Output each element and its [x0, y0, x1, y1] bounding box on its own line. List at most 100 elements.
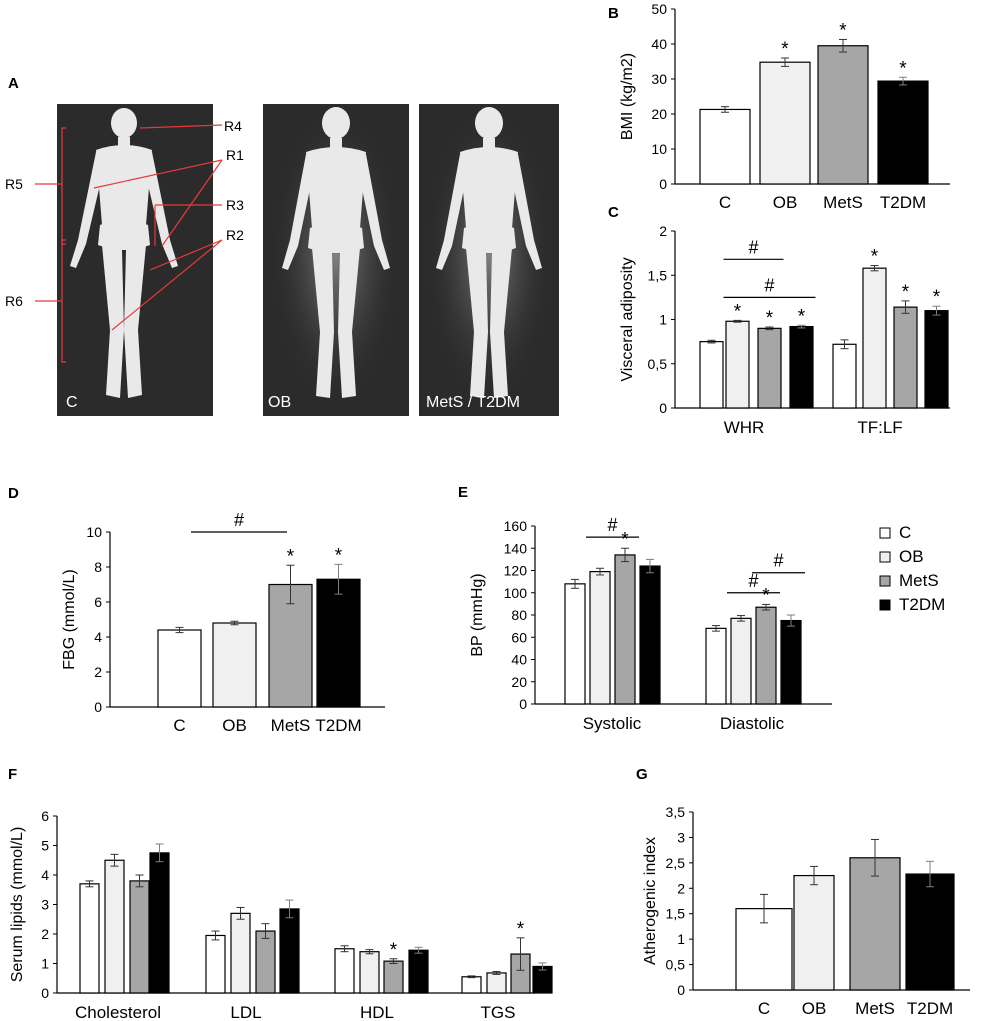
panel-label-f: F — [8, 766, 17, 783]
bar-c — [334, 948, 355, 994]
bar-mets — [893, 306, 918, 409]
y-tick-label: 0 — [659, 176, 667, 192]
y-tick-label: 2 — [659, 223, 667, 239]
scan-label-c: C — [66, 394, 78, 411]
bar-mets — [614, 554, 636, 705]
legend-swatch-mets — [879, 575, 891, 587]
bar-ob — [759, 61, 811, 185]
x-category-label: MetS — [823, 193, 863, 212]
y-tick-label: 20 — [511, 674, 527, 690]
bar-ob — [486, 972, 507, 994]
bar-c — [79, 883, 100, 994]
legend-label-c: C — [899, 523, 911, 542]
panel-b-chart: B 0 10 20 30 40 50 BMI (kg/m2) C * OB * MetS * T2DM — [608, 1, 950, 212]
y-tick-label: 3 — [677, 829, 685, 845]
bar-c — [705, 627, 727, 705]
legend-swatch-t2dm — [879, 599, 891, 611]
legend-swatch-c — [879, 527, 891, 539]
y-tick-label: 20 — [651, 106, 667, 122]
legend-label-t2dm: T2DM — [899, 595, 945, 614]
bar-ob — [730, 617, 752, 705]
scan-ob-image: OB — [263, 104, 409, 416]
x-category-label: Cholesterol — [75, 1003, 161, 1021]
significance-star: * — [390, 940, 398, 961]
x-category-label: WHR — [724, 418, 765, 437]
hash-marker: # — [234, 510, 244, 530]
x-category-label: TGS — [481, 1003, 516, 1021]
y-tick-label: 80 — [511, 607, 527, 623]
bar-mets — [755, 606, 777, 705]
significance-star: * — [839, 20, 847, 41]
y-tick-label: 6 — [41, 808, 49, 824]
y-axis-title: FBG (mmol/L) — [61, 569, 78, 669]
hash-marker: # — [607, 515, 617, 535]
skeleton-silhouette — [436, 107, 542, 398]
hash-marker: # — [748, 237, 758, 257]
bar-t2dm — [780, 619, 802, 705]
bar-t2dm — [877, 80, 929, 185]
bar-t2dm — [639, 565, 661, 705]
y-axis-title: Atherogenic index — [642, 837, 659, 965]
bar-ob — [230, 912, 251, 994]
bar-mets — [268, 583, 313, 708]
skeleton-silhouette — [282, 107, 390, 398]
x-category-label: T2DM — [315, 716, 361, 735]
skeleton-silhouette — [70, 108, 178, 398]
y-tick-label: 2 — [41, 926, 49, 942]
panel-label-b: B — [608, 5, 619, 22]
bar-t2dm — [408, 949, 429, 994]
bar-ob — [212, 622, 257, 708]
legend-label-ob: OB — [899, 547, 924, 566]
y-tick-label: 0 — [677, 982, 685, 998]
region-label-r1: R1 — [226, 147, 244, 163]
y-tick-label: 40 — [511, 652, 527, 668]
bar-mets — [129, 880, 150, 994]
bar-ob — [359, 951, 380, 994]
y-tick-label: 0 — [659, 400, 667, 416]
hash-marker: # — [773, 551, 783, 571]
y-tick-label: 10 — [651, 141, 667, 157]
y-tick-label: 1,5 — [648, 267, 668, 283]
y-tick-label: 1,5 — [666, 906, 686, 922]
bar-ob — [725, 320, 750, 409]
y-tick-label: 3,5 — [666, 804, 686, 820]
x-category-label: OB — [773, 193, 798, 212]
scan-mets-image: MetS / T2DM — [419, 104, 559, 416]
bar-t2dm — [789, 325, 814, 409]
significance-star: * — [734, 301, 742, 322]
bar-c — [564, 583, 586, 705]
bar-mets — [849, 857, 901, 991]
significance-star: * — [798, 306, 806, 327]
significance-star: * — [871, 247, 879, 268]
significance-star: * — [781, 39, 789, 60]
y-tick-label: 1 — [659, 312, 667, 328]
bar-c — [461, 976, 482, 994]
legend-swatch-ob — [879, 551, 891, 563]
x-category-label: Diastolic — [720, 714, 785, 733]
region-label-r6: R6 — [5, 293, 23, 309]
y-tick-label: 6 — [94, 594, 102, 610]
y-tick-label: 120 — [504, 563, 528, 579]
panel-e-chart: E 0 20 40 60 80 100 120 140 160 BP (mmHg) * Systolic… — [458, 484, 832, 733]
scan-control-image: C — [57, 104, 213, 416]
x-category-label: OB — [802, 999, 827, 1018]
y-tick-label: 2,5 — [666, 855, 686, 871]
y-tick-label: 4 — [94, 629, 102, 645]
y-tick-label: 140 — [504, 540, 528, 556]
significance-star: * — [287, 546, 295, 567]
significance-star: * — [899, 58, 907, 79]
significance-star: * — [621, 529, 629, 550]
panel-label-d: D — [8, 485, 19, 502]
y-tick-label: 10 — [86, 524, 102, 540]
y-tick-label: 2 — [677, 880, 685, 896]
panel-d-chart: D 0 2 4 6 8 10 FBG (mmol/L) C OB * MetS * T2DM # — [8, 485, 385, 735]
significance-star: * — [517, 919, 525, 940]
y-axis-title: Serum lipids (mmol/L) — [9, 827, 26, 983]
x-category-label: OB — [222, 716, 247, 735]
x-category-label: TF:LF — [857, 418, 902, 437]
significance-star: * — [902, 282, 910, 303]
y-tick-label: 160 — [504, 518, 528, 534]
x-category-label: MetS — [271, 716, 311, 735]
region-annotations — [35, 124, 223, 363]
bar-c — [157, 629, 202, 708]
